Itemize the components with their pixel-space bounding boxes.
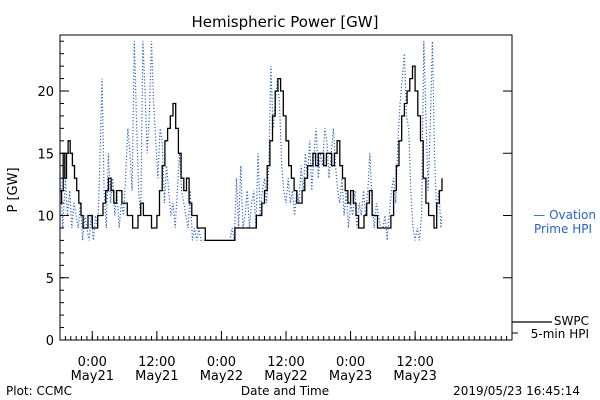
legend-swpc-line1: SWPC [554,314,589,328]
y-tick-label: 0 [46,334,54,349]
series-line-swpc-5-min-hpi [60,65,443,242]
y-tick-label: 10 [37,210,54,225]
y-axis: 0 5 10 15 20 [37,40,512,349]
y-axis-label: P [GW] [6,167,21,212]
legend-ovation-line1: — Ovation [533,208,596,222]
x-tick-time-label: 12:00 [138,355,175,370]
plot-timestamp: 2019/05/23 16:45:14 [453,384,580,398]
y-tick-label: 15 [37,147,54,162]
legend-ovation-line2: Prime HPI [534,222,592,236]
legend: — Ovation Prime HPI SWPC 5-min HPI [512,208,596,341]
y-tick-label: 5 [46,272,54,287]
x-tick-time-label: 12:00 [396,355,433,370]
x-tick-time-label: 0:00 [78,355,107,370]
x-tick-date-label: May21 [135,369,178,384]
x-axis: 0:00May2112:00May210:00May2212:00May220:… [59,331,513,384]
footer: Plot: CCMC Date and Time 2019/05/23 16:4… [6,384,580,398]
legend-swpc-line2: 5-min HPI [531,327,589,341]
x-tick-date-label: May22 [200,369,243,384]
x-tick-date-label: May22 [264,369,307,384]
x-tick-time-label: 12:00 [267,355,304,370]
chart-title: Hemispheric Power [GW] [192,13,379,31]
plot-credit: Plot: CCMC [6,384,72,398]
series-line-ovation-prime-hpi [60,41,443,241]
x-tick-date-label: May23 [329,369,372,384]
plot-frame [59,34,513,341]
x-tick-time-label: 0:00 [207,355,236,370]
x-tick-time-label: 0:00 [336,355,365,370]
series-layer [60,41,443,242]
y-tick-label: 20 [37,85,54,100]
x-tick-date-label: May21 [71,369,114,384]
x-tick-date-label: May23 [393,369,436,384]
x-axis-label: Date and Time [241,384,329,398]
